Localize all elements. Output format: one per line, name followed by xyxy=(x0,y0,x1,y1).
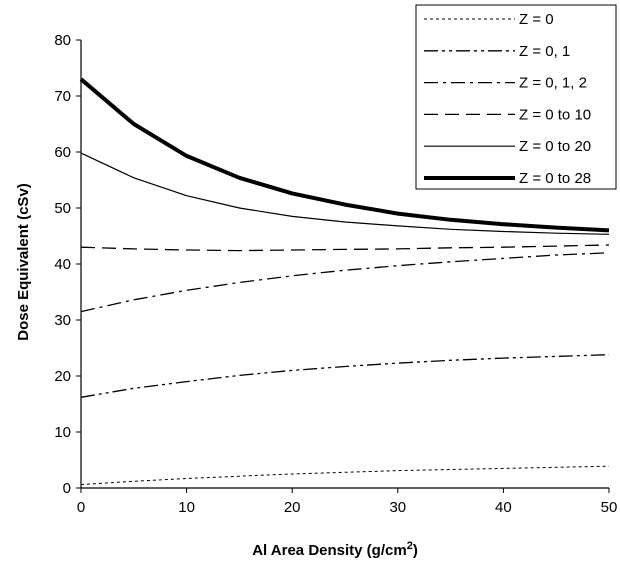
series-line xyxy=(80,465,610,486)
series-line xyxy=(80,354,610,398)
y-tick-label: 20 xyxy=(54,368,71,385)
x-axis-title-end: ) xyxy=(413,542,418,559)
y-tick-label: 30 xyxy=(54,312,71,329)
y-axis-title: Dose Equivalent (cSv) xyxy=(15,183,32,341)
legend-label: Z = 0 to 20 xyxy=(519,138,591,155)
x-axis-title: Al Area Density (g/cm2) xyxy=(252,540,418,559)
series-line xyxy=(79,77,610,233)
x-tick-label: 10 xyxy=(178,499,195,516)
x-tick-label: 0 xyxy=(77,499,85,516)
legend-label: Z = 0 xyxy=(519,11,554,28)
y-tick-label: 60 xyxy=(54,144,71,161)
series-line xyxy=(80,152,610,235)
y-ticks: 0 10 20 30 40 50 60 70 80 xyxy=(54,32,81,497)
x-axis-title-main: Al Area Density (g/cm xyxy=(252,542,407,559)
legend-items: Z = 0 Z = 0, 1 Z = 0, 1, 2 Z = 0 to 10 Z = 0… xyxy=(424,11,591,187)
series-lines xyxy=(79,77,610,486)
y-tick-label: 0 xyxy=(63,480,71,497)
series-line xyxy=(80,244,610,252)
y-tick-label: 40 xyxy=(54,256,71,273)
legend-label: Z = 0, 1, 2 xyxy=(519,75,587,92)
x-axis-title-superscript: 2 xyxy=(407,540,413,552)
legend-label: Z = 0 to 10 xyxy=(519,106,591,123)
x-tick-label: 20 xyxy=(284,499,301,516)
x-tick-label: 50 xyxy=(601,499,618,516)
x-tick-label: 30 xyxy=(389,499,406,516)
series-line xyxy=(80,252,610,313)
x-tick-label: 40 xyxy=(495,499,512,516)
legend-box xyxy=(415,4,617,190)
y-tick-label: 10 xyxy=(54,424,71,441)
x-ticks: 0 10 20 30 40 50 xyxy=(77,488,618,516)
y-tick-label: 70 xyxy=(54,88,71,105)
y-tick-label: 50 xyxy=(54,200,71,217)
legend: Z = 0 Z = 0, 1 Z = 0, 1, 2 Z = 0 to 10 Z = 0… xyxy=(415,4,617,190)
legend-label: Z = 0 to 28 xyxy=(519,170,591,187)
legend-label: Z = 0, 1 xyxy=(519,43,570,60)
y-tick-label: 80 xyxy=(54,32,71,49)
